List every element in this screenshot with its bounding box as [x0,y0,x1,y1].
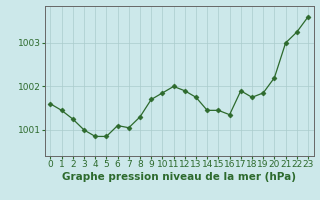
X-axis label: Graphe pression niveau de la mer (hPa): Graphe pression niveau de la mer (hPa) [62,172,296,182]
